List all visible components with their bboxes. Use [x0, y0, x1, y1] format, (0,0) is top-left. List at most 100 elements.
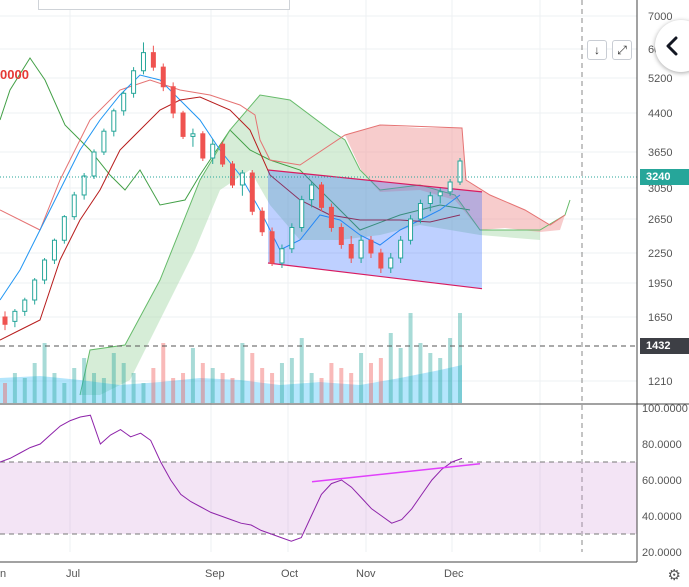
volume-bar	[270, 373, 275, 403]
rsi-tick-label: 80.0000	[642, 439, 682, 451]
candle	[338, 223, 344, 249]
settings-button[interactable]: ⚙	[668, 566, 681, 584]
collapse-panel-button[interactable]	[655, 20, 689, 72]
candle-body	[259, 210, 265, 233]
volume-bar	[161, 343, 166, 403]
volume-bar	[12, 373, 17, 403]
candle-body	[170, 86, 176, 114]
volume-bar	[52, 373, 57, 403]
volume-bar	[388, 333, 393, 403]
candle-body	[42, 259, 48, 281]
gear-icon: ⚙	[667, 567, 681, 584]
candle	[230, 161, 235, 188]
cloud-bear-area	[345, 125, 565, 232]
price-axis: 7000600052004400365030502650225019501650…	[636, 0, 688, 562]
candles	[2, 42, 463, 331]
candle-body	[12, 310, 18, 322]
candle	[180, 110, 186, 139]
volume-bar	[299, 338, 304, 403]
candle-body	[239, 172, 245, 186]
candle-body	[309, 184, 315, 201]
candle-body	[279, 248, 285, 264]
candle-body	[91, 151, 97, 177]
volume-bar	[438, 358, 443, 403]
volume-bar	[111, 353, 116, 403]
volume-bar	[101, 378, 106, 403]
candle	[457, 158, 463, 185]
time-tick-label: Sep	[205, 568, 225, 580]
candle	[210, 139, 216, 164]
candle-body	[131, 70, 137, 94]
symbol-search-box[interactable]	[38, 0, 290, 10]
rsi-line	[0, 414, 463, 542]
price-tick-label: 7000	[648, 11, 672, 23]
price-tick-label: 1210	[648, 376, 672, 388]
volume-bar	[121, 363, 126, 403]
candle	[150, 45, 156, 71]
candle-body	[180, 112, 186, 137]
cloud-bull-area	[80, 95, 540, 395]
price-tick-label: 2250	[648, 248, 672, 260]
candle-body	[427, 195, 433, 204]
candle-body	[220, 143, 226, 165]
volume-bar	[3, 383, 7, 403]
fullscreen-icon: ⤢	[617, 42, 627, 57]
volume-bar	[458, 313, 462, 403]
candle-body	[2, 316, 8, 325]
candle	[200, 131, 206, 161]
rsi-tick-label: 40.0000	[642, 511, 682, 523]
candle	[408, 215, 414, 245]
candle	[42, 258, 48, 285]
fullscreen-button[interactable]: ⤢	[612, 40, 632, 60]
price-tick-label: 1950	[648, 278, 672, 290]
candle-body	[457, 160, 463, 183]
candle	[299, 195, 305, 232]
time-tick-label: n	[0, 568, 6, 580]
candle	[61, 215, 67, 244]
time-tick-label: Jul	[66, 568, 80, 580]
candle	[140, 42, 146, 75]
candle	[170, 82, 176, 119]
candle	[71, 191, 77, 220]
price-tick-label: 3650	[648, 147, 672, 159]
candle	[289, 223, 295, 253]
candle	[2, 311, 8, 331]
volume-bar	[349, 373, 354, 403]
download-button[interactable]: ↓	[587, 40, 607, 60]
time-tick-label: Dec	[444, 568, 464, 580]
candle	[269, 227, 275, 266]
price-tick-label: 4400	[648, 108, 672, 120]
volume-bar	[418, 343, 423, 403]
volume-bar	[32, 363, 37, 403]
volume-bar	[181, 373, 186, 403]
volume-bar	[329, 363, 334, 403]
chevron-left-icon	[666, 36, 678, 56]
candle	[398, 236, 404, 263]
candle	[348, 236, 354, 263]
candle	[101, 128, 107, 155]
price-tick-label: 2650	[648, 214, 672, 226]
volume-bar	[72, 368, 77, 403]
indicator-label-truncated: 0000	[0, 67, 29, 82]
rsi-pane	[0, 414, 637, 542]
candle	[190, 128, 196, 147]
candle-body	[61, 216, 67, 241]
candle	[309, 182, 315, 208]
candle-body	[140, 52, 146, 72]
senkou-b	[0, 79, 566, 231]
candle	[131, 67, 137, 98]
candle-body	[160, 66, 166, 88]
volume-bar	[359, 353, 364, 403]
candle-body	[81, 175, 87, 196]
rsi-tick-label: 100.0000	[642, 403, 688, 415]
volume-bar	[190, 348, 195, 403]
candle-body	[447, 181, 453, 193]
candle	[12, 309, 18, 328]
candle-body	[408, 218, 414, 241]
volume-bar	[339, 368, 344, 403]
volume	[0, 313, 462, 403]
candle-body	[230, 163, 235, 186]
candle-body	[437, 191, 443, 197]
volume-bar	[171, 378, 176, 403]
